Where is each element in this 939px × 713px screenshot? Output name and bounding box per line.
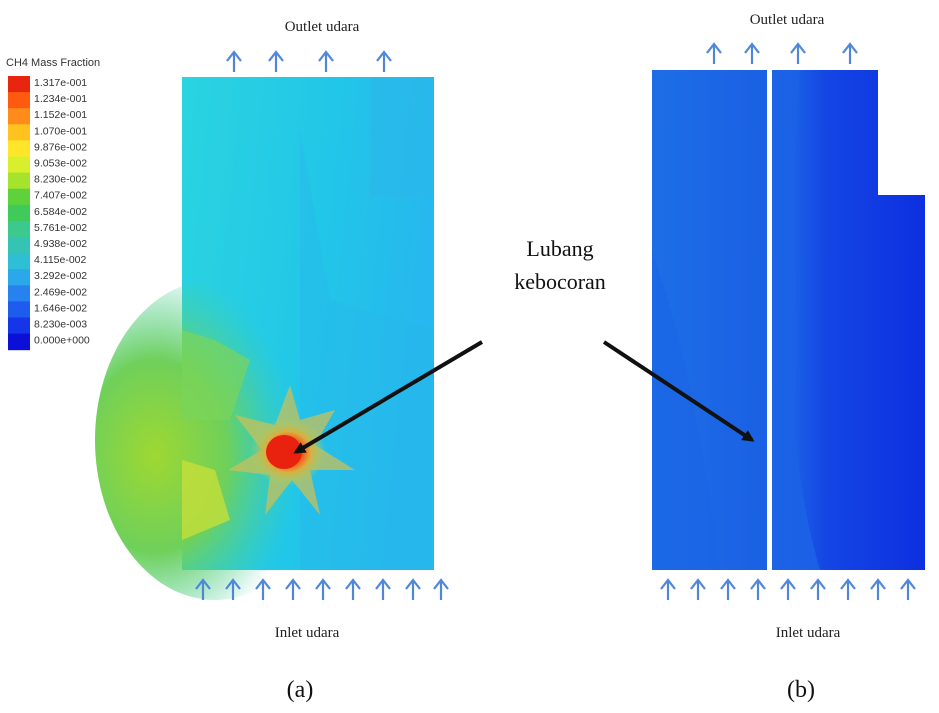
legend-swatch [8,285,30,302]
legend-value-label: 1.234e-001 [34,93,87,105]
outlet-arrow-icon [268,50,284,72]
legend-swatch [8,188,30,206]
panel-a-inlet-label: Inlet udara [275,625,340,641]
legend-value-label: 1.152e-001 [34,109,87,121]
inlet-arrow-icon [285,578,301,600]
legend-value-label: 2.469e-002 [34,286,87,298]
panel-a-outlet-label: Outlet udara [285,19,360,35]
outlet-arrow-icon [706,42,722,64]
legend-swatch [8,172,30,190]
legend-value-label: 3.292e-002 [34,270,87,282]
legend-value-label: 1.317e-001 [34,77,87,89]
legend-colorbar [8,76,30,351]
legend-value-label: 4.938e-002 [34,238,87,250]
outlet-arrow-icon [376,50,392,72]
legend-title: CH4 Mass Fraction [6,57,100,69]
panel-b-contour [652,70,925,570]
panel-b-inlet-label: Inlet udara [776,625,841,641]
inlet-arrow-icon [720,578,736,600]
outlet-arrow-icon [842,42,858,64]
legend-swatch [8,220,30,238]
inlet-arrow-icon [375,578,391,600]
legend-swatch [8,76,30,93]
panel-a: Outlet udara Inlet udara (a) [95,19,449,703]
panel-b-caption: (b) [787,677,815,703]
inlet-arrow-icon [315,578,331,600]
legend-value-label: 8.230e-002 [34,174,87,186]
leak-annotation: Lubang kebocoran [293,236,755,454]
legend-value-label: 9.053e-002 [34,158,87,170]
legend-value-label: 9.876e-002 [34,141,87,153]
legend-swatch [8,108,30,125]
annotation-line-1: Lubang [526,236,593,261]
panel-a-caption: (a) [287,677,314,703]
inlet-arrow-icon [810,578,826,600]
legend-value-label: 7.407e-002 [34,190,87,202]
legend-swatch [8,317,30,335]
panel-b: Outlet udara Inlet udara (b) [652,12,925,703]
panel-b-outlet-label: Outlet udara [750,12,825,28]
legend-swatch [8,124,30,141]
legend-value-label: 1.070e-001 [34,125,87,137]
inlet-arrow-icon [690,578,706,600]
outlet-arrow-icon [226,50,242,72]
inlet-arrow-icon [750,578,766,600]
legend-value-label: 0.000e+000 [34,335,90,347]
inlet-arrow-icon [660,578,676,600]
legend-swatch [8,333,30,351]
legend-swatch [8,204,30,222]
legend-swatch [8,156,30,174]
legend: CH4 Mass Fraction 1.317e-0011.234e-0011.… [6,57,100,351]
panel-b-inlet-arrows [660,578,916,600]
panel-b-divider [767,70,772,570]
inlet-arrow-icon [433,578,449,600]
outlet-arrow-icon [790,42,806,64]
legend-swatch [8,301,30,318]
panel-a-contour [95,77,434,600]
panel-a-inlet-arrows [195,578,449,600]
legend-value-label: 4.115e-002 [34,254,87,266]
leak-arrow-b [602,340,755,442]
legend-value-label: 1.646e-002 [34,302,87,314]
inlet-arrow-icon [405,578,421,600]
leak-arrow-a [293,340,484,454]
legend-value-label: 6.584e-002 [34,206,87,218]
outlet-arrow-icon [744,42,760,64]
panel-a-outlet-arrows [226,50,392,72]
annotation-line-2: kebocoran [514,269,606,294]
legend-swatch [8,92,30,109]
legend-value-label: 5.761e-002 [34,222,87,234]
inlet-arrow-icon [255,578,271,600]
inlet-arrow-icon [195,578,211,600]
inlet-arrow-icon [870,578,886,600]
inlet-arrow-icon [780,578,796,600]
inlet-arrow-icon [225,578,241,600]
inlet-arrow-icon [345,578,361,600]
legend-swatch [8,253,30,270]
inlet-arrow-icon [900,578,916,600]
panel-b-outlet-arrows [706,42,858,64]
legend-value-label: 8.230e-003 [34,319,87,331]
legend-swatch [8,269,30,286]
legend-values: 1.317e-001 1.234e-001 1.152e-001 1.070e-001… [34,77,90,347]
inlet-arrow-icon [840,578,856,600]
legend-swatch [8,237,30,254]
legend-swatch [8,140,30,157]
outlet-arrow-icon [318,50,334,72]
